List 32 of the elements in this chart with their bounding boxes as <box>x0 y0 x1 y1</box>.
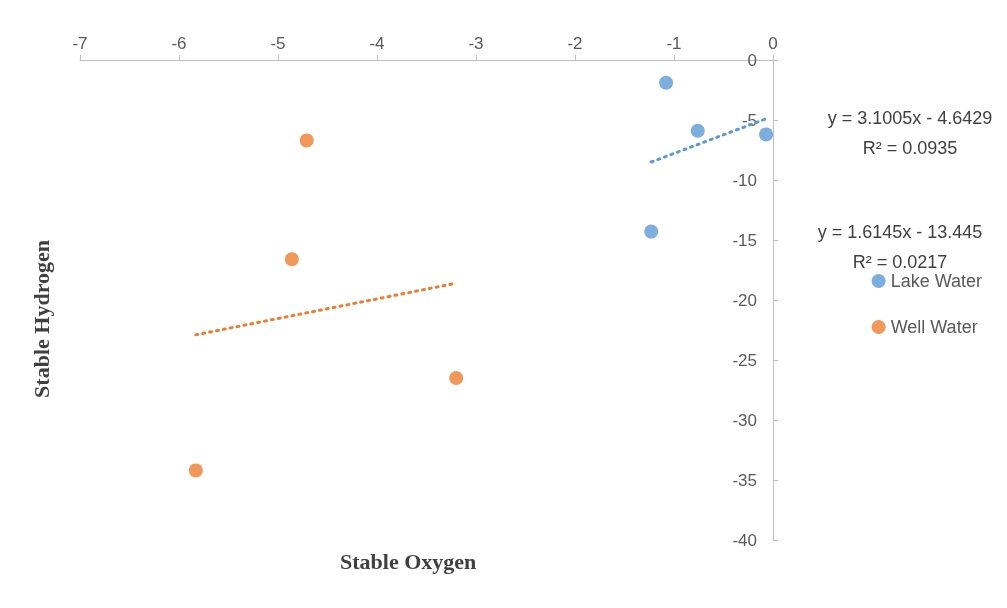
x-tick-label: -7 <box>72 34 88 53</box>
x-tick-label: 0 <box>768 34 778 53</box>
y-tick-label: -35 <box>732 470 757 490</box>
text: y = 3.1005x - 4.6429 <box>827 108 993 128</box>
x-tick-label: -3 <box>468 34 484 53</box>
text: R² = 0.0217 <box>852 252 948 272</box>
point <box>759 127 774 142</box>
point <box>644 224 659 239</box>
x-tick-label: -2 <box>567 34 583 53</box>
point <box>188 463 203 478</box>
text: y = 1.6145x - 13.445 <box>817 222 983 242</box>
point <box>690 123 705 138</box>
y-tick-label: -40 <box>732 530 757 550</box>
x-tick-label: -6 <box>171 34 187 53</box>
point <box>299 133 314 148</box>
point <box>659 75 674 90</box>
y-tick-label: -20 <box>732 290 757 310</box>
x-tick-label: -5 <box>270 34 286 53</box>
y-tick-label: -25 <box>732 350 757 370</box>
point <box>284 252 299 267</box>
y-tick-label: -30 <box>732 410 757 430</box>
point <box>449 371 464 385</box>
legend-label: Lake Water <box>890 271 983 291</box>
y-tick-label: -10 <box>732 170 757 190</box>
x-tick-label: -4 <box>369 34 385 53</box>
text: R² = 0.0935 <box>862 138 958 158</box>
x-axis-title: Stable Oxygen <box>340 548 477 574</box>
legend-label: Well Water <box>890 317 978 337</box>
x-tick-label: -1 <box>666 34 682 53</box>
y-axis-title: Stable Hydrogen <box>28 240 54 398</box>
y-tick-label: -15 <box>732 230 757 250</box>
y-tick-label: 0 <box>747 50 757 70</box>
